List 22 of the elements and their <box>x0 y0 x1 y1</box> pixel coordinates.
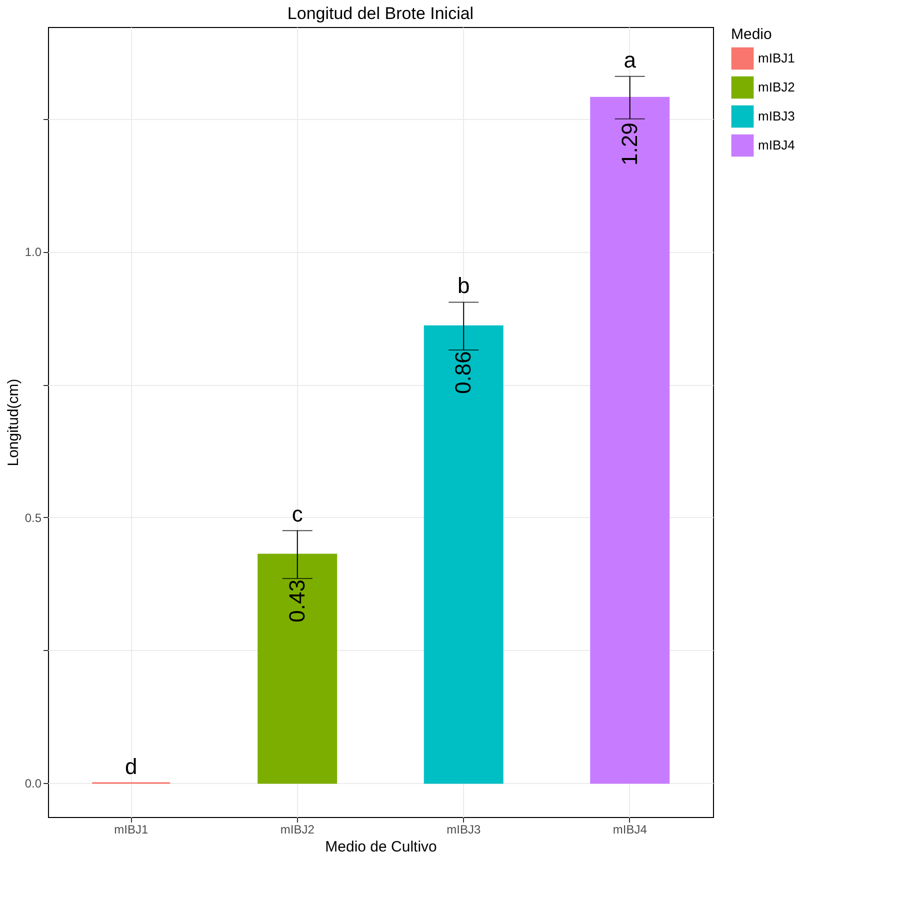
y-axis-title: Longitud(cm) <box>4 378 22 466</box>
data-label: 1.29 <box>616 122 642 166</box>
legend-label: mIBJ4 <box>758 138 795 152</box>
x-tick-label: mIBJ4 <box>612 822 648 836</box>
chart-title: Longitud del Brote Inicial <box>287 4 474 23</box>
legend-label: mIBJ3 <box>758 108 795 124</box>
data-label: 0.86 <box>450 351 476 394</box>
x-tick-label: mIBJ1 <box>114 822 148 836</box>
y-tick-label: 0.0 <box>24 776 42 790</box>
legend-label: mIBJ2 <box>758 80 795 94</box>
annotation: c <box>292 502 303 527</box>
legend-title: Medio <box>731 26 772 43</box>
x-axis-title: Medio de Cultivo <box>325 838 437 856</box>
y-tick-label: 1.0 <box>24 245 42 260</box>
x-tick-label: mIBJ3 <box>446 822 481 836</box>
annotation: b <box>458 273 470 298</box>
legend-label: mIBJ1 <box>758 50 795 66</box>
y-tick-label: 0.5 <box>24 510 42 525</box>
x-tick-label: mIBJ2 <box>280 822 315 836</box>
annotation: d <box>125 754 138 779</box>
data-label: 0.43 <box>284 580 310 622</box>
annotation: a <box>624 47 637 72</box>
